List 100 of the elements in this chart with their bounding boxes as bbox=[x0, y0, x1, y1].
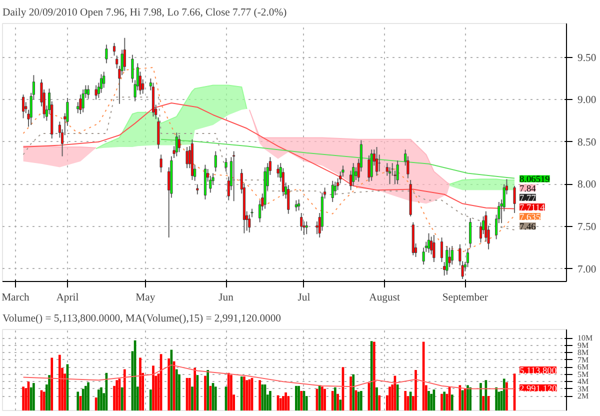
bar bbox=[378, 395, 381, 410]
y-tick-label: 7.50 bbox=[578, 222, 596, 234]
bar bbox=[84, 386, 87, 410]
chart-title: Volume() = 5,113,800.0000, MA(Volume(),15) = 2,991,120.0000 bbox=[2, 314, 282, 324]
bar bbox=[339, 400, 342, 410]
candlestick bbox=[186, 146, 188, 169]
x-tick-label: Jun bbox=[218, 292, 234, 304]
y-tick-label: 5M bbox=[578, 370, 589, 379]
bar bbox=[194, 368, 196, 410]
bar bbox=[214, 386, 217, 410]
bar bbox=[331, 390, 334, 410]
bar bbox=[76, 392, 80, 410]
bar bbox=[334, 387, 336, 410]
candlestick bbox=[300, 212, 303, 232]
y-tick-label: 9M bbox=[578, 340, 589, 350]
bar bbox=[284, 392, 287, 410]
candlestick bbox=[375, 146, 378, 176]
bar bbox=[440, 394, 443, 410]
bar bbox=[324, 388, 326, 410]
bar bbox=[188, 378, 191, 410]
x-tick-label: August bbox=[369, 292, 400, 304]
candlestick bbox=[178, 134, 181, 153]
candlestick bbox=[294, 200, 298, 212]
bar bbox=[282, 396, 284, 410]
candlestick bbox=[450, 245, 454, 266]
line-series bbox=[160, 138, 516, 179]
y-tick-label: 9.00 bbox=[578, 95, 596, 106]
y-tick-label: 7.00 bbox=[578, 264, 596, 276]
bar bbox=[227, 372, 230, 410]
y-tick-label: 7M bbox=[578, 355, 589, 364]
candlestick bbox=[94, 84, 98, 100]
candlestick bbox=[370, 149, 373, 182]
bar bbox=[261, 384, 264, 410]
candlestick bbox=[112, 42, 116, 56]
bar bbox=[258, 380, 261, 410]
bar bbox=[321, 386, 324, 410]
bar bbox=[149, 390, 152, 410]
candlestick bbox=[469, 218, 472, 248]
bar bbox=[300, 390, 303, 410]
annotation: 7.635 bbox=[520, 212, 541, 223]
annotation: 7.77 bbox=[520, 194, 536, 204]
candlestick bbox=[196, 184, 199, 195]
y-tick-label: 9.50 bbox=[578, 52, 596, 64]
bar bbox=[175, 369, 178, 410]
y-tick-label: 3M bbox=[578, 384, 589, 394]
annotation: 7.7114 bbox=[520, 203, 546, 214]
bar bbox=[482, 396, 484, 410]
candlestick bbox=[22, 94, 25, 119]
bar bbox=[240, 376, 243, 410]
candlestick bbox=[352, 162, 355, 186]
candlestick bbox=[232, 150, 236, 202]
candlestick bbox=[123, 37, 126, 72]
candlestick bbox=[427, 232, 430, 254]
bar bbox=[376, 387, 378, 410]
candlestick bbox=[305, 220, 308, 235]
y-tick-label: 8.00 bbox=[578, 180, 596, 191]
bar bbox=[50, 358, 54, 410]
y-tick-label: 10M bbox=[578, 334, 593, 343]
bar bbox=[506, 382, 508, 410]
x-tick-label: April bbox=[56, 292, 79, 304]
candlestick bbox=[276, 164, 280, 178]
annotation: 7.84 bbox=[520, 184, 536, 194]
bar bbox=[430, 394, 433, 410]
bar bbox=[469, 387, 472, 410]
chart-title: Daily 20/09/2010 Open 7.96, Hi 7.98, Lo 7.66, Close 7.77 (-2.0%) bbox=[2, 8, 288, 18]
bar bbox=[352, 374, 355, 410]
candlestick bbox=[105, 44, 108, 64]
bar bbox=[373, 342, 376, 410]
bar bbox=[87, 382, 90, 410]
bar bbox=[350, 376, 352, 410]
candlestick bbox=[82, 88, 84, 113]
candlestick bbox=[224, 158, 228, 172]
candlestick bbox=[432, 234, 436, 263]
candlestick bbox=[287, 184, 290, 214]
candlestick bbox=[160, 154, 162, 173]
candlestick bbox=[388, 166, 392, 185]
bar bbox=[48, 375, 50, 410]
bar bbox=[502, 378, 506, 410]
bar bbox=[97, 390, 100, 410]
bar bbox=[100, 387, 102, 410]
x-tick-label: Jul bbox=[298, 292, 310, 304]
bar bbox=[123, 369, 126, 410]
bar bbox=[152, 366, 154, 410]
bar bbox=[230, 375, 232, 410]
bar bbox=[388, 386, 391, 410]
candlestick bbox=[396, 160, 399, 185]
x-tick-label: September bbox=[442, 292, 488, 304]
bar bbox=[58, 354, 61, 410]
annotation: 2,991,120 bbox=[520, 384, 558, 394]
bar bbox=[168, 358, 170, 410]
bar bbox=[22, 386, 24, 410]
bar bbox=[243, 376, 246, 410]
y-tick-label: 4M bbox=[578, 377, 589, 386]
candlestick bbox=[175, 132, 178, 157]
bar bbox=[32, 383, 35, 410]
bar bbox=[466, 385, 469, 410]
bar bbox=[30, 387, 32, 410]
bar bbox=[360, 390, 362, 410]
bar bbox=[443, 392, 446, 410]
y-tick-label: 8.50 bbox=[578, 137, 596, 148]
